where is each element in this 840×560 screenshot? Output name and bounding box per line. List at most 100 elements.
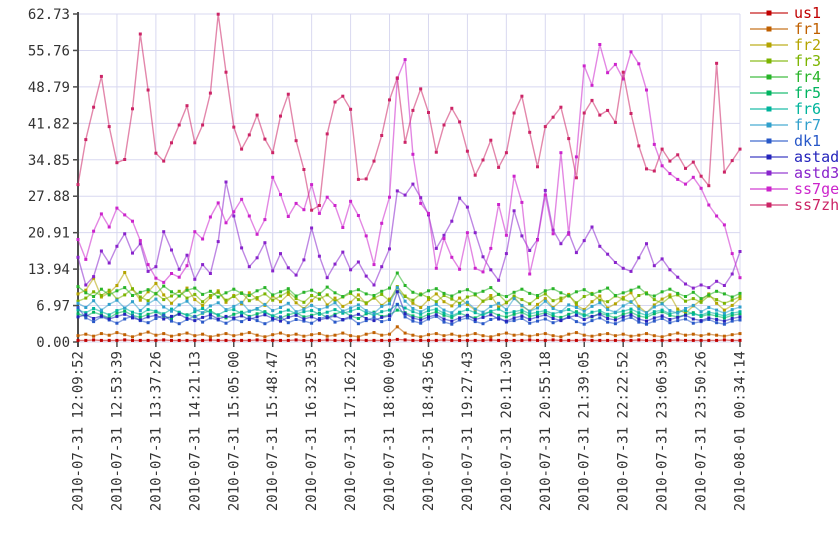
series-marker-us1 (489, 338, 493, 342)
series-marker-ss7zh (232, 125, 236, 129)
series-marker-fr4 (92, 295, 96, 298)
series-marker-fr1 (208, 335, 212, 339)
series-marker-us1 (372, 338, 376, 342)
series-marker-dk1 (286, 321, 290, 325)
series-marker-fr2 (613, 302, 617, 306)
series-marker-fr5 (286, 313, 290, 317)
series-marker-fr5 (652, 312, 656, 316)
series-marker-astd3 (138, 242, 142, 246)
series-marker-fr7 (224, 308, 228, 312)
series-marker-astad (536, 315, 539, 319)
series-marker-fr1 (668, 333, 672, 337)
series-marker-ss7ge (543, 193, 547, 197)
series-marker-astad (263, 313, 267, 317)
series-marker-fr5 (629, 310, 633, 314)
series-marker-ss7ge (512, 174, 516, 178)
series-marker-fr3 (107, 288, 111, 292)
series-marker-us1 (652, 338, 656, 342)
series-marker-astd3 (123, 232, 127, 236)
series-marker-fr1 (388, 332, 391, 336)
series-marker-fr6 (567, 308, 571, 312)
series-marker-fr4 (419, 293, 423, 297)
x-tick-label: 2010-07-31 18:43:56 (421, 351, 437, 511)
series-marker-astd3 (107, 261, 111, 265)
series-marker-dk1 (123, 317, 127, 321)
series-marker-fr4 (559, 291, 563, 295)
series-marker-dk1 (613, 322, 617, 326)
series-marker-fr1 (629, 334, 633, 338)
series-marker-fr7 (590, 304, 594, 308)
series-marker-ss7zh (489, 138, 493, 142)
series-marker-ss7ge (364, 234, 368, 238)
x-tick-label: 2010-07-31 12:09:52 (71, 351, 87, 511)
series-marker-fr7 (294, 310, 298, 314)
series-marker-astd3 (271, 269, 275, 273)
series-marker-astd3 (208, 272, 212, 275)
series-marker-us1 (76, 338, 80, 342)
series-marker-astad (528, 318, 532, 321)
series-marker-fr5 (232, 312, 236, 316)
series-marker-fr7 (193, 307, 197, 311)
series-marker-fr1 (411, 333, 415, 337)
series-marker-fr5 (123, 309, 127, 313)
y-tick-label: 41.82 (28, 116, 70, 132)
series-marker-fr3 (699, 300, 703, 304)
series-marker-astd3 (497, 278, 501, 282)
series-marker-fr7 (434, 302, 438, 306)
series-marker-ss7zh (668, 159, 672, 163)
series-marker-fr3 (543, 292, 547, 296)
series-marker-astad (582, 318, 586, 321)
series-marker-fr5 (427, 312, 430, 316)
series-marker-us1 (497, 338, 501, 342)
series-marker-us1 (240, 338, 244, 342)
series-marker-fr2 (582, 308, 586, 312)
series-marker-fr7 (341, 309, 345, 313)
series-marker-astad (138, 318, 142, 322)
series-marker-astd3 (216, 240, 220, 244)
series-marker-fr7 (364, 309, 368, 313)
x-tick-label: 2010-07-31 15:05:00 (226, 351, 242, 511)
series-marker-fr4 (707, 293, 711, 297)
series-marker-fr6 (450, 314, 454, 318)
series-marker-us1 (427, 338, 430, 342)
series-marker-astad (123, 312, 127, 316)
legend-label-fr7: fr7 (794, 116, 821, 134)
series-marker-us1 (84, 338, 88, 342)
series-marker-ss7zh (613, 120, 617, 124)
series-marker-fr1 (302, 334, 306, 338)
series-marker-ss7ge (590, 83, 594, 87)
series-marker-fr6 (99, 310, 103, 314)
series-marker-ss7ge (403, 58, 407, 62)
series-marker-astd3 (520, 234, 524, 238)
series-marker-fr1 (598, 333, 602, 337)
series-marker-fr7 (403, 299, 407, 303)
series-marker-us1 (528, 338, 532, 342)
series-marker-fr7 (613, 310, 617, 314)
series-marker-astd3 (99, 249, 103, 253)
series-marker-fr3 (427, 296, 430, 300)
series-marker-astad (660, 314, 664, 318)
series-marker-us1 (411, 338, 415, 342)
series-marker-fr7 (356, 303, 360, 307)
series-marker-fr2 (427, 298, 430, 302)
series-marker-ss7zh (699, 174, 703, 178)
series-marker-fr7 (170, 309, 173, 313)
series-marker-fr5 (543, 311, 547, 315)
series-marker-astad (294, 313, 298, 317)
series-marker-astad (465, 313, 469, 317)
series-marker-fr7 (629, 300, 633, 304)
series-marker-astad (279, 319, 282, 323)
series-marker-fr4 (442, 291, 446, 295)
series-marker-fr2 (489, 294, 493, 297)
series-marker-fr6 (240, 311, 244, 315)
series-marker-fr6 (208, 311, 212, 315)
series-marker-fr6 (364, 311, 368, 315)
series-marker-astd3 (419, 196, 423, 200)
series-marker-fr3 (481, 299, 485, 303)
series-marker-dk1 (403, 315, 407, 319)
series-marker-fr2 (738, 297, 742, 301)
series-marker-fr1 (684, 333, 687, 337)
series-marker-fr5 (738, 312, 742, 316)
series-marker-fr2 (559, 299, 563, 303)
series-marker-fr1 (263, 335, 267, 339)
